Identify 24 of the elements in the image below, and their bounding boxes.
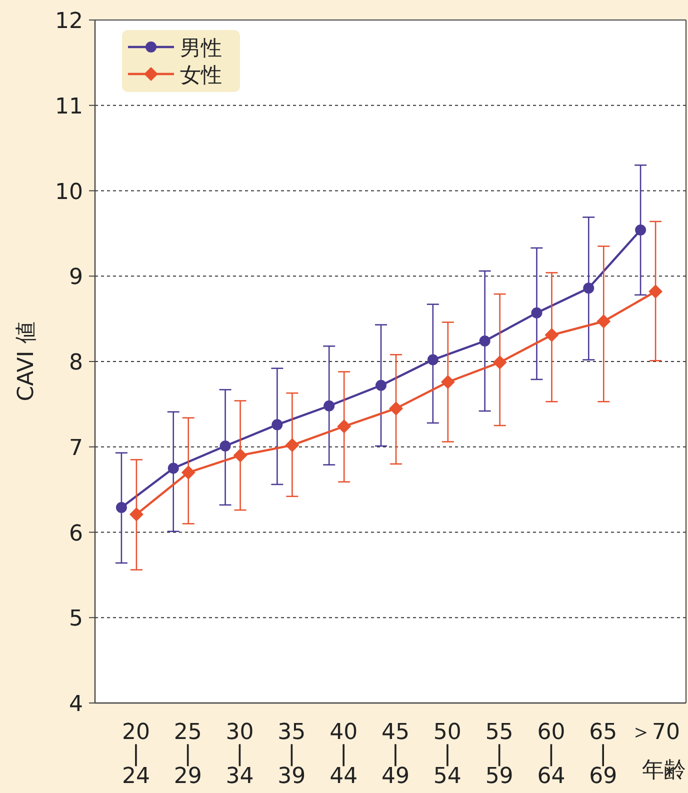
legend-label: 男性 (180, 36, 222, 60)
x-tick-label: 60 | 64 (537, 720, 566, 789)
x-tick-label: 45 | 49 (382, 720, 410, 789)
x-tick-label: 35 | 39 (278, 720, 306, 789)
y-tick-label: 9 (69, 265, 83, 290)
y-tick-label: 8 (69, 350, 83, 376)
y-tick-label: 5 (69, 606, 83, 632)
y-tick-label: 10 (55, 180, 83, 205)
x-tick-label: 50 | 54 (433, 720, 462, 789)
y-tick-label: 7 (69, 436, 83, 461)
y-tick-label: 6 (69, 521, 83, 546)
x-tick-label: 20 | 24 (122, 720, 150, 789)
y-axis-title: CAVI 値 (14, 322, 39, 402)
x-tick-label: 55 | 59 (485, 720, 514, 789)
x-tick-label: 25 | 29 (174, 720, 202, 789)
x-tick-label: 30 | 34 (226, 720, 254, 789)
x-axis-title: 年齢 (642, 758, 686, 783)
x-tick-label: 40 | 44 (330, 720, 358, 789)
x-tick-label: ＞70 (630, 720, 680, 745)
legend-label: 女性 (180, 63, 222, 87)
x-tick-label: 65 | 69 (589, 720, 618, 789)
y-tick-label: 12 (55, 9, 83, 34)
y-tick-label: 11 (55, 94, 83, 120)
y-tick-label: 4 (69, 692, 83, 717)
